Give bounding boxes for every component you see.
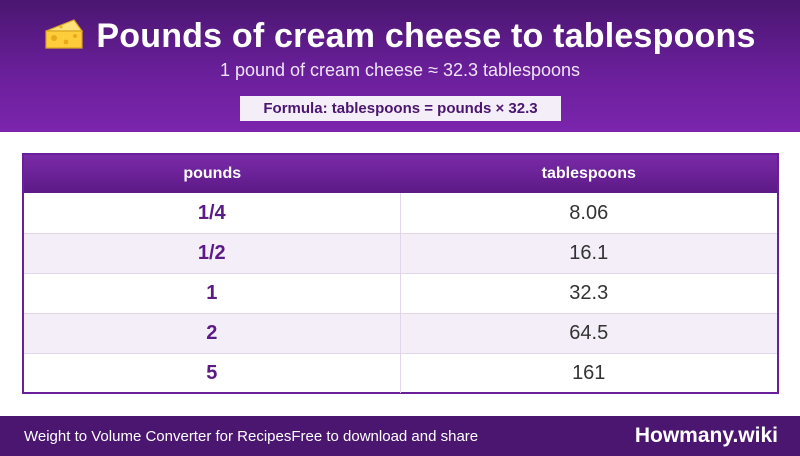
column-header-pounds: pounds [183, 165, 242, 182]
column-header-tablespoons: tablespoons [541, 165, 636, 182]
pounds-cell: 1 [24, 274, 401, 313]
conversion-summary: 1 pound of cream cheese ≈ 32.3 tablespoo… [219, 60, 581, 80]
tablespoons-cell: 32.3 [569, 282, 609, 304]
table-row: 5 161 [24, 353, 777, 393]
table-body: 1/4 8.06 1/2 16.1 1 32.3 2 64.5 5 161 [24, 193, 777, 393]
footer-bar: Weight to Volume Converter for RecipesFr… [0, 416, 800, 456]
footer-tagline: Weight to Volume Converter for RecipesFr… [24, 427, 479, 445]
pounds-cell: 1/4 [24, 193, 401, 233]
pounds-cell: 1/2 [24, 234, 401, 273]
table-row: 2 64.5 [24, 313, 777, 353]
page-title: Pounds of cream cheese to tablespoons [96, 16, 756, 55]
table-row: 1 32.3 [24, 273, 777, 313]
pounds-cell: 2 [24, 314, 401, 353]
tablespoons-cell: 16.1 [569, 242, 609, 264]
table-row: 1/2 16.1 [24, 233, 777, 273]
pounds-cell: 5 [24, 354, 401, 393]
header-banner: Pounds of cream cheese to tablespoons 1 … [0, 0, 800, 132]
title-row: Pounds of cream cheese to tablespoons [0, 12, 800, 60]
brand-link[interactable]: Howmany.wiki [634, 424, 778, 447]
table-header: pounds tablespoons [24, 155, 777, 193]
tablespoons-cell: 64.5 [569, 322, 609, 344]
tablespoons-cell: 8.06 [569, 201, 609, 224]
formula-badge: Formula: tablespoons = pounds × 32.3 [240, 96, 561, 121]
conversion-table: pounds tablespoons 1/4 8.06 1/2 16.1 1 3… [22, 153, 779, 394]
cheese-icon [44, 17, 84, 56]
tablespoons-cell: 161 [572, 362, 606, 384]
table-row: 1/4 8.06 [24, 193, 777, 233]
